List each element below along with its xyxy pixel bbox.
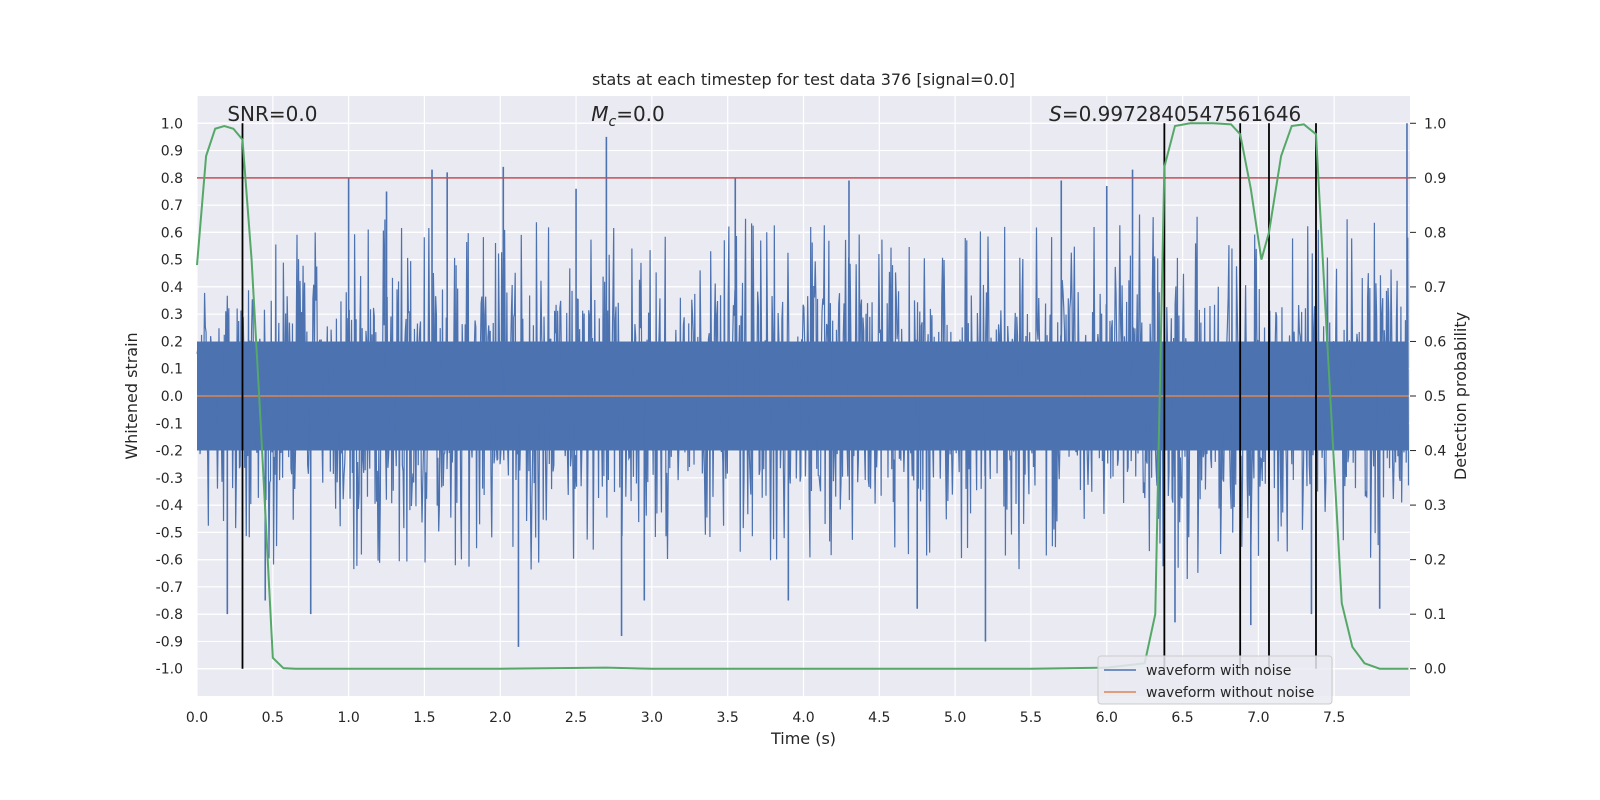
x-tick-label: 3.5 <box>717 710 739 726</box>
y-axis-label-left: Whitened strain <box>122 332 141 459</box>
x-tick-label: 5.0 <box>944 710 966 726</box>
y-left-tick-label: 0.5 <box>161 253 183 269</box>
x-tick-label: 1.5 <box>413 710 435 726</box>
y-left-tick-label: 0.9 <box>161 144 183 160</box>
y-left-tick-label: 0.4 <box>161 280 183 296</box>
y-left-tick-label: -0.7 <box>156 580 183 596</box>
y-right-tick-label: 0.6 <box>1424 334 1446 350</box>
x-tick-label: 4.5 <box>868 710 890 726</box>
x-tick-label: 0.0 <box>186 710 208 726</box>
y-left-tick-label: 0.3 <box>161 307 183 323</box>
y-right-tick-label: 0.4 <box>1424 444 1446 460</box>
annotation-mc-symbol: M <box>591 102 608 126</box>
y-right-tick-label: 0.1 <box>1424 607 1446 623</box>
y-left-tick-label: -0.6 <box>156 553 183 569</box>
y-left-tick-label: 0.7 <box>161 198 183 214</box>
y-left-tick-label: -0.2 <box>156 444 183 460</box>
y-left-tick-label: 0.2 <box>161 334 183 350</box>
x-tick-label: 0.5 <box>262 710 284 726</box>
y-left-tick-label: -1.0 <box>156 662 183 678</box>
y-right-tick-label: 0.3 <box>1424 498 1446 514</box>
y-right-tick-label: 0.5 <box>1424 389 1446 405</box>
annotation-snr: SNR=0.0 <box>227 102 317 126</box>
legend: waveform with noise waveform without noi… <box>1097 655 1333 705</box>
y-right-tick-label: 0.0 <box>1424 662 1446 678</box>
y-left-tick-label: 0.1 <box>161 362 183 378</box>
chart-title: stats at each timestep for test data 376… <box>592 70 1015 89</box>
y-right-tick-label: 1.0 <box>1424 116 1446 132</box>
annotation-mc-value: =0.0 <box>616 102 665 126</box>
legend-label-waveform-with-noise: waveform with noise <box>1146 663 1291 679</box>
x-tick-label: 2.5 <box>565 710 587 726</box>
x-tick-label: 4.0 <box>792 710 814 726</box>
y-left-tick-label: 0.8 <box>161 171 183 187</box>
y-left-tick-label: 0.6 <box>161 225 183 241</box>
y-right-tick-label: 0.7 <box>1424 280 1446 296</box>
y-right-tick-label: 0.2 <box>1424 553 1446 569</box>
annotation-s-value: =0.9972840547561646 <box>1062 102 1301 126</box>
y-left-tick-label: -0.3 <box>156 471 183 487</box>
series-detection-probability <box>196 122 1409 670</box>
vertical-markers <box>241 123 1317 669</box>
annotation-chirp-mass: Mc=0.0 <box>591 102 665 130</box>
x-tick-label: 7.0 <box>1247 710 1269 726</box>
annotation-s-symbol: S <box>1049 102 1062 126</box>
x-tick-label: 6.0 <box>1096 710 1118 726</box>
legend-label-waveform-without-noise: waveform without noise <box>1146 685 1314 701</box>
y-left-tick-label: 1.0 <box>161 116 183 132</box>
noise-trace <box>196 214 1410 579</box>
y-left-tick-label: -0.1 <box>156 416 183 432</box>
y-left-tick-label: -0.4 <box>156 498 183 514</box>
axes: 0.0 0.5 1.0 1.5 2.0 2.5 3.0 3.5 4.0 4.5 5.0 5.5 6.0 6… <box>156 116 1447 726</box>
x-tick-label: 1.0 <box>337 710 359 726</box>
y-left-tick-label: -0.9 <box>156 634 183 650</box>
x-tick-label: 7.5 <box>1323 710 1345 726</box>
y-left-tick-label: -0.8 <box>156 607 183 623</box>
annotation-mc-subscript: c <box>608 114 616 130</box>
legend-box <box>1097 655 1333 705</box>
annotation-score: S=0.9972840547561646 <box>1049 102 1301 126</box>
x-tick-label: 2.0 <box>489 710 511 726</box>
y-left-tick-label: 0.0 <box>161 389 183 405</box>
y-right-tick-label: 0.9 <box>1424 171 1446 187</box>
y-axis-label-right: Detection probability <box>1451 312 1470 480</box>
x-tick-label: 5.5 <box>1020 710 1042 726</box>
x-axis-label: Time (s) <box>770 729 836 748</box>
y-left-tick-label: -0.5 <box>156 525 183 541</box>
detection-probability-line <box>196 122 1409 670</box>
x-tick-label: 3.0 <box>641 710 663 726</box>
y-right-tick-label: 0.8 <box>1424 225 1446 241</box>
x-tick-label: 6.5 <box>1171 710 1193 726</box>
